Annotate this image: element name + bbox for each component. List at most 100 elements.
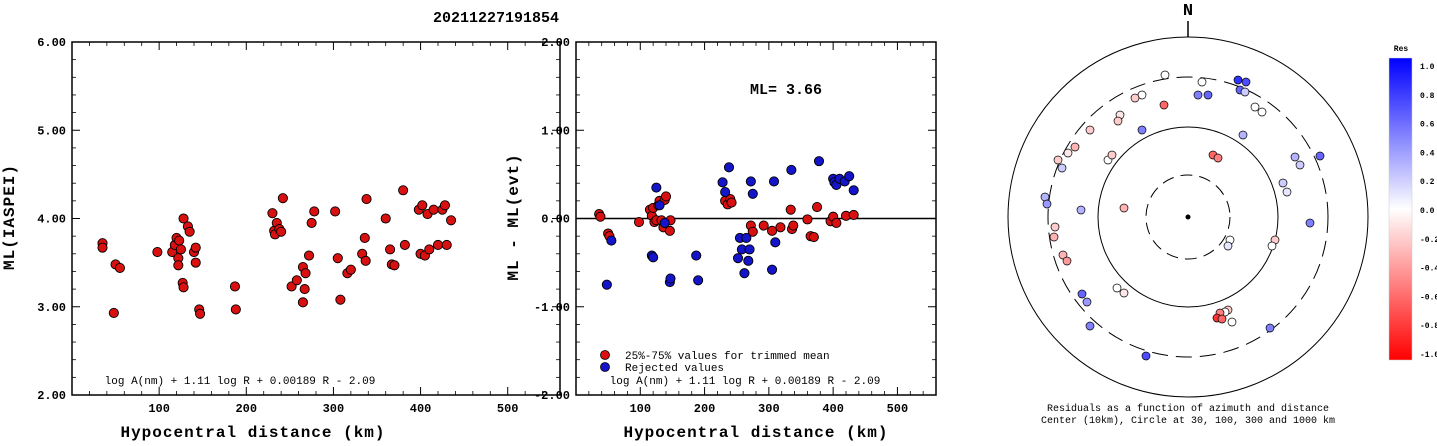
circle-300km xyxy=(1047,76,1329,358)
data-point xyxy=(178,213,189,224)
x-tick-label-1: 200 xyxy=(235,402,257,416)
data-point xyxy=(190,242,201,253)
points-2 xyxy=(594,156,859,290)
plot-frame-1 xyxy=(71,41,561,396)
residual-point xyxy=(1049,232,1059,242)
x-tick-label-2: 200 xyxy=(694,402,716,416)
data-point xyxy=(332,253,343,264)
legend-label-trimmed: 25%-75% values for trimmed mean xyxy=(625,351,830,363)
data-point xyxy=(848,209,859,221)
colorbar-tick-label: -0.2 xyxy=(1420,236,1437,245)
colorbar-tick-label: 0.2 xyxy=(1420,178,1435,187)
colorbar-tick-label: -0.8 xyxy=(1420,322,1437,331)
residual-point xyxy=(1278,178,1288,188)
residual-point xyxy=(1282,187,1292,197)
azimuth-distance-panel: N Residuals as a function of azimuth and… xyxy=(1007,2,1369,427)
legend-label-rejected: Rejected values xyxy=(625,363,724,375)
data-point xyxy=(432,239,444,251)
data-point xyxy=(664,225,675,236)
residual-point xyxy=(1057,163,1067,173)
data-point xyxy=(360,255,371,266)
y-axis-label-2: ML - ML(evt) xyxy=(505,153,523,280)
data-point xyxy=(398,185,409,196)
residual-point xyxy=(1213,153,1223,163)
data-point xyxy=(601,279,612,290)
data-point xyxy=(808,231,819,243)
data-point xyxy=(428,204,439,215)
circle-1000km xyxy=(1007,36,1369,398)
north-label: N xyxy=(1183,2,1193,21)
data-point xyxy=(691,250,702,261)
data-point xyxy=(786,164,797,176)
formula-1: log A(nm) + 1.11 log R + 0.00189 R - 2.0… xyxy=(105,376,376,388)
ticks-1: 100 200 300 400 500 2.00 3.00 4.00 5.00 6.00 xyxy=(37,36,560,416)
data-point xyxy=(726,197,737,208)
data-point xyxy=(693,275,704,286)
residual-point xyxy=(1197,77,1207,87)
data-point xyxy=(152,246,163,258)
data-point xyxy=(747,226,758,237)
y-tick-label-1: 6.00 xyxy=(37,36,66,50)
residual-point xyxy=(1241,77,1251,87)
y-tick-label-2: 2.00 xyxy=(541,36,570,50)
data-point xyxy=(788,220,799,231)
data-point xyxy=(446,215,457,226)
data-point xyxy=(633,216,645,228)
data-point xyxy=(744,244,755,255)
residual-point xyxy=(1217,314,1227,324)
data-point xyxy=(97,242,108,253)
colorbar-gradient xyxy=(1388,57,1413,361)
x-tick-label-1: 400 xyxy=(410,402,432,416)
data-point xyxy=(848,185,859,196)
data-point xyxy=(389,260,400,271)
residual-point xyxy=(1159,100,1169,110)
residual-point xyxy=(1053,155,1063,165)
x-tick-label-2: 100 xyxy=(629,402,651,416)
data-point xyxy=(108,307,119,318)
data-point xyxy=(380,213,391,224)
y-axis-label-1: ML(IASPEI) xyxy=(1,164,19,270)
data-point xyxy=(732,253,744,264)
colorbar-tick-label: -0.4 xyxy=(1420,265,1437,274)
y-tick-label-1: 5.00 xyxy=(37,124,66,138)
x-tick-label-1: 300 xyxy=(323,402,345,416)
data-point xyxy=(424,244,435,255)
data-point xyxy=(659,217,670,228)
y-tick-label-1: 2.00 xyxy=(37,389,66,403)
residual-point xyxy=(1050,222,1060,232)
data-point xyxy=(309,206,320,217)
caption-line-1: Residuals as a function of azimuth and d… xyxy=(1047,403,1329,415)
data-point xyxy=(441,239,452,251)
data-point xyxy=(741,232,752,243)
data-point xyxy=(775,222,786,233)
residual-point xyxy=(1077,289,1087,299)
data-point xyxy=(276,226,287,237)
colorbar-tick-label: -0.6 xyxy=(1420,293,1437,302)
residual-point xyxy=(1058,250,1068,260)
data-point xyxy=(297,297,308,308)
data-point xyxy=(299,284,310,295)
x-tick-label-1: 500 xyxy=(497,402,519,416)
y-tick-label-2: 0.00 xyxy=(541,213,570,227)
y-tick-label-2: -1.00 xyxy=(534,301,570,315)
ticks-2: 100 200 300 400 500 -2.00 -1.00 0.00 1.00 2.00 xyxy=(534,36,936,416)
residual-point xyxy=(1062,256,1072,266)
x-tick-label-2: 400 xyxy=(822,402,844,416)
data-point xyxy=(595,211,606,222)
y-tick-label-2: 1.00 xyxy=(541,124,570,138)
residual-point xyxy=(1070,142,1080,152)
data-point xyxy=(745,176,756,187)
data-point xyxy=(385,244,396,255)
colorbar-title: Res xyxy=(1394,45,1409,54)
residual-point xyxy=(1233,75,1243,85)
data-point xyxy=(330,206,341,217)
data-point xyxy=(723,162,735,173)
data-point xyxy=(190,257,201,268)
data-point xyxy=(743,255,754,266)
data-point xyxy=(785,204,796,215)
residual-point xyxy=(1082,297,1092,307)
y-tick-label-1: 4.00 xyxy=(37,213,66,227)
residual-point xyxy=(1240,87,1250,97)
colorbar-tick-label: 0.0 xyxy=(1420,207,1435,216)
colorbar-tick-label: 0.8 xyxy=(1420,92,1435,101)
